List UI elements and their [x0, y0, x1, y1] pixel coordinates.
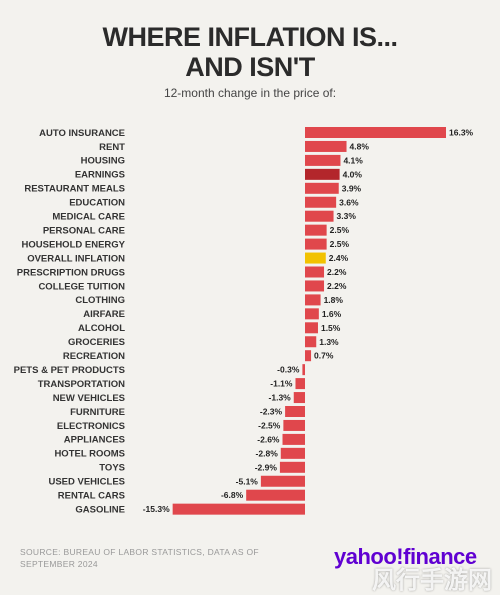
category-label-recreation: RECREATION	[63, 351, 125, 362]
category-label-furniture: FURNITURE	[70, 407, 125, 418]
bar-groceries	[305, 336, 317, 348]
category-label-gasoline: GASOLINE	[75, 504, 125, 515]
category-label-alcohol: ALCOHOL	[78, 323, 125, 334]
bar-prescription-drugs	[305, 266, 325, 278]
category-label-earnings: EARNINGS	[75, 170, 125, 181]
value-label-pets-pet-products: -0.3%	[277, 365, 300, 375]
bar-rent	[305, 140, 347, 152]
bar-chart: AUTO INSURANCE 16.3% RENT 4.8% HOUSING 4.1% EA…	[14, 127, 474, 515]
bar-hotel-rooms	[280, 447, 305, 459]
category-label-housing: HOUSING	[81, 156, 125, 167]
category-label-education: EDUCATION	[69, 198, 125, 209]
value-label-clothing: 1.8%	[324, 295, 344, 305]
category-label-prescription-drugs: PRESCRIPTION DRUGS	[17, 267, 125, 278]
category-label-groceries: GROCERIES	[68, 337, 125, 348]
bar-restaurant-meals	[305, 182, 339, 194]
value-label-hotel-rooms: -2.8%	[256, 448, 279, 458]
value-label-auto-insurance: 16.3%	[449, 128, 474, 138]
category-label-pets-pet-products: PETS & PET PRODUCTS	[14, 365, 125, 376]
category-label-used-vehicles: USED VEHICLES	[48, 477, 125, 488]
category-label-toys: TOYS	[99, 463, 125, 474]
bar-appliances	[282, 433, 305, 445]
value-label-medical-care: 3.3%	[337, 211, 357, 221]
value-label-housing: 4.1%	[343, 155, 363, 165]
category-label-airfare: AIRFARE	[83, 309, 125, 320]
value-label-overall-inflation: 2.4%	[329, 253, 349, 263]
category-label-clothing: CLOTHING	[75, 295, 125, 306]
value-label-alcohol: 1.5%	[321, 323, 341, 333]
value-label-personal-care: 2.5%	[330, 225, 350, 235]
category-label-auto-insurance: AUTO INSURANCE	[39, 128, 125, 139]
value-label-college-tuition: 2.2%	[327, 281, 347, 291]
source-note: SOURCE: BUREAU OF LABOR STATISTICS, DATA…	[20, 547, 259, 569]
category-label-hotel-rooms: HOTEL ROOMS	[54, 449, 125, 460]
value-label-furniture: -2.3%	[260, 407, 283, 417]
chart-subtitle: 12-month change in the price of:	[163, 86, 337, 100]
category-label-household-energy: HOUSEHOLD ENERGY	[22, 239, 126, 250]
bar-auto-insurance	[305, 127, 446, 138]
bar-earnings	[305, 168, 340, 180]
bar-clothing	[305, 294, 321, 306]
value-label-household-energy: 2.5%	[330, 239, 350, 249]
value-label-rental-cars: -6.8%	[221, 490, 244, 500]
category-label-overall-inflation: OVERALL INFLATION	[27, 253, 125, 264]
value-label-groceries: 1.3%	[319, 337, 339, 347]
category-label-new-vehicles: NEW VEHICLES	[53, 393, 125, 404]
bar-education	[305, 196, 337, 208]
bar-toys	[279, 461, 305, 473]
value-label-new-vehicles: -1.3%	[269, 393, 292, 403]
value-label-gasoline: -15.3%	[143, 504, 170, 514]
category-label-rental-cars: RENTAL CARS	[58, 491, 125, 502]
value-label-airfare: 1.6%	[322, 309, 342, 319]
category-label-electronics: ELECTRONICS	[57, 421, 125, 432]
value-label-used-vehicles: -5.1%	[236, 476, 259, 486]
bar-airfare	[305, 308, 319, 320]
value-label-education: 3.6%	[339, 197, 359, 207]
value-label-electronics: -2.5%	[258, 420, 281, 430]
value-label-toys: -2.9%	[255, 462, 278, 472]
value-label-rent: 4.8%	[350, 141, 370, 151]
chart-title-line-1: WHERE INFLATION IS...	[102, 22, 399, 52]
value-label-appliances: -2.6%	[257, 434, 280, 444]
bar-gasoline	[172, 503, 305, 515]
value-label-prescription-drugs: 2.2%	[327, 267, 347, 277]
category-label-rent: RENT	[99, 142, 125, 153]
bar-furniture	[285, 406, 305, 417]
bar-household-energy	[305, 238, 327, 250]
category-label-restaurant-meals: RESTAURANT MEALS	[24, 184, 125, 195]
bar-transportation	[295, 378, 305, 390]
bar-pets-pet-products	[302, 364, 305, 376]
yahoo-finance-logo: yahoo!finance	[334, 544, 477, 569]
bar-used-vehicles	[260, 475, 305, 487]
value-label-transportation: -1.1%	[270, 379, 293, 389]
bar-overall-inflation	[305, 252, 326, 264]
bar-recreation	[305, 350, 312, 362]
bar-electronics	[283, 419, 305, 431]
chart-title-line-2: AND ISN'T	[185, 52, 315, 82]
category-label-appliances: APPLIANCES	[64, 435, 125, 446]
value-label-restaurant-meals: 3.9%	[342, 183, 362, 193]
bar-medical-care	[305, 210, 334, 222]
category-label-medical-care: MEDICAL CARE	[52, 212, 125, 223]
site-watermark: 风行手游网	[372, 566, 492, 594]
bar-alcohol	[305, 322, 318, 334]
category-label-transportation: TRANSPORTATION	[38, 379, 125, 390]
value-label-recreation: 0.7%	[314, 351, 334, 361]
bar-rental-cars	[246, 489, 305, 501]
bar-housing	[305, 154, 341, 166]
category-label-personal-care: PERSONAL CARE	[43, 225, 125, 236]
bar-personal-care	[305, 224, 327, 236]
value-label-earnings: 4.0%	[343, 169, 363, 179]
bar-college-tuition	[305, 280, 325, 292]
category-label-college-tuition: COLLEGE TUITION	[38, 281, 125, 292]
bar-new-vehicles	[293, 392, 305, 404]
